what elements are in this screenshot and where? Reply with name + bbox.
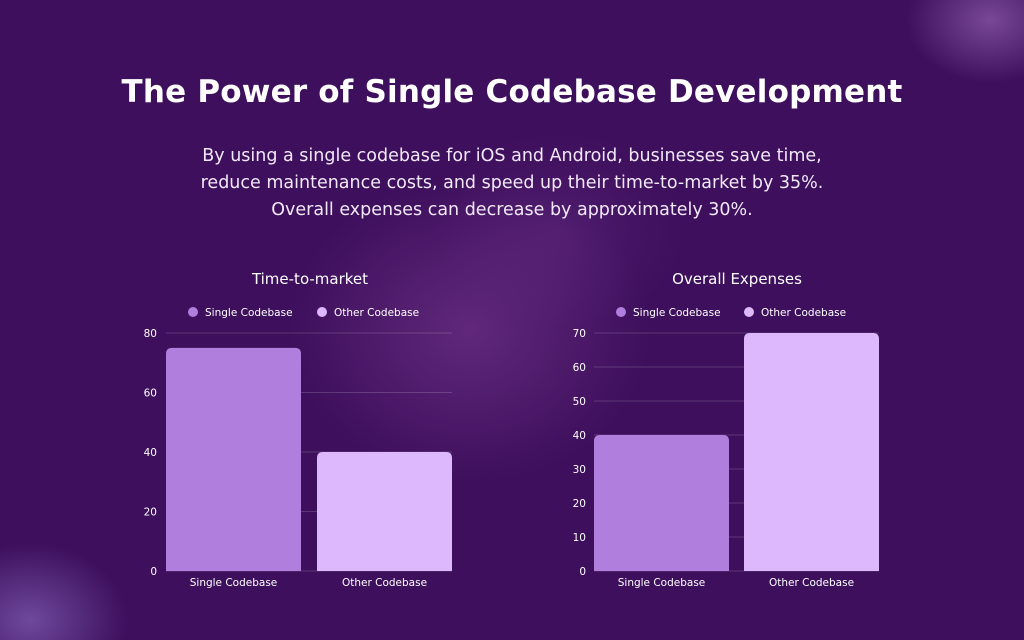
legend-label: Other Codebase <box>761 307 846 319</box>
subtitle-line: By using a single codebase for iOS and A… <box>202 146 822 166</box>
y-tick-label: 0 <box>150 566 157 578</box>
y-tick-label: 50 <box>573 396 586 408</box>
page-title: The Power of Single Codebase Development <box>121 74 903 110</box>
chart-title: Overall Expenses <box>672 270 802 288</box>
y-tick-label: 40 <box>144 447 157 459</box>
bar-single-codebase <box>166 347 301 571</box>
y-tick-label: 20 <box>573 498 586 510</box>
y-tick-label: 80 <box>144 328 157 340</box>
y-tick-label: 60 <box>573 362 586 374</box>
y-tick-label: 30 <box>573 464 586 476</box>
y-tick-label: 60 <box>144 388 157 400</box>
legend-label: Single Codebase <box>633 307 721 319</box>
legend-label: Other Codebase <box>334 307 419 319</box>
legend-label: Single Codebase <box>205 307 293 319</box>
bar-other-codebase <box>317 452 452 571</box>
y-tick-label: 20 <box>144 507 157 519</box>
y-tick-label: 0 <box>579 566 586 578</box>
y-tick-label: 40 <box>573 430 586 442</box>
subtitle-line: reduce maintenance costs, and speed up t… <box>200 173 824 193</box>
legend-swatch <box>616 307 626 317</box>
y-tick-label: 10 <box>573 532 586 544</box>
y-tick-label: 70 <box>573 328 586 340</box>
x-category-label: Other Codebase <box>342 577 427 589</box>
subtitle-line: Overall expenses can decrease by approxi… <box>271 200 753 220</box>
legend-swatch <box>317 307 327 317</box>
page-subtitle: By using a single codebase for iOS and A… <box>162 143 862 224</box>
legend-swatch <box>188 307 198 317</box>
x-category-label: Single Codebase <box>190 577 278 589</box>
bar-other-codebase <box>744 333 879 571</box>
x-category-label: Other Codebase <box>769 577 854 589</box>
bar-single-codebase <box>594 435 729 571</box>
x-category-label: Single Codebase <box>618 577 706 589</box>
legend-swatch <box>744 307 754 317</box>
chart-title: Time-to-market <box>251 270 368 288</box>
